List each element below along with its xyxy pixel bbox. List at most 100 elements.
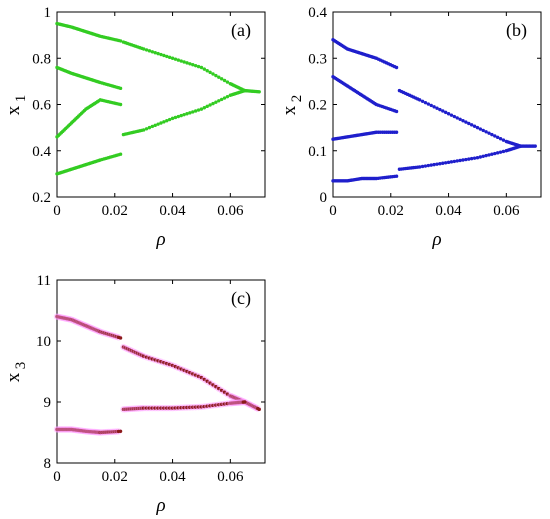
data-point (222, 96, 227, 100)
data-point (214, 73, 218, 78)
data-point (208, 381, 212, 385)
data-point (182, 405, 186, 410)
data-point (141, 354, 146, 358)
y-tick-label: 0 (320, 190, 328, 206)
data-point (182, 112, 186, 117)
data-point (182, 60, 186, 64)
data-point (533, 144, 537, 148)
panel-label: (c) (231, 288, 251, 309)
data-point (217, 99, 221, 103)
data-point (173, 115, 178, 120)
data-point (193, 63, 198, 68)
data-point (435, 106, 439, 110)
data-point (464, 157, 468, 162)
x-axis-label: ρ (431, 229, 441, 250)
data-point (156, 359, 160, 363)
data-point (443, 161, 448, 165)
data-point (170, 116, 175, 121)
y-tick-label: 8 (44, 456, 52, 472)
data-point (429, 163, 433, 167)
data-point (173, 364, 178, 369)
data-point (170, 363, 175, 368)
y-axis-label-main: x (279, 105, 300, 115)
data-point (211, 101, 215, 106)
data-point (458, 158, 462, 163)
y-tick-label: 10 (36, 334, 51, 350)
data-point (188, 405, 192, 410)
data-point (118, 336, 123, 340)
data-point (394, 65, 399, 70)
data-point (420, 164, 425, 169)
data-point (196, 64, 201, 69)
data-point (118, 39, 123, 43)
data-point (199, 107, 204, 111)
data-point (199, 375, 204, 380)
data-point (455, 159, 459, 163)
x-tick-label: 0.02 (102, 469, 128, 485)
data-point (455, 116, 459, 120)
data-point (165, 361, 169, 366)
data-point (472, 124, 477, 128)
data-point (449, 113, 454, 117)
data-point (426, 163, 431, 168)
y-axis-label-main: x (3, 372, 24, 382)
data-point (199, 65, 204, 70)
y-tick-label: 0.3 (308, 51, 327, 67)
data-point (141, 406, 146, 410)
data-point (211, 403, 215, 408)
data-point (222, 390, 227, 394)
data-point (176, 366, 181, 370)
data-point (165, 118, 169, 123)
data-point (167, 117, 172, 122)
data-point (423, 164, 428, 168)
data-points (331, 38, 537, 183)
data-point (205, 379, 209, 383)
x-tick-label: 0.02 (102, 203, 128, 219)
data-point (118, 429, 123, 433)
data-point (429, 103, 433, 108)
data-point (144, 127, 149, 131)
data-point (222, 402, 227, 406)
data-point (426, 102, 431, 106)
data-point (170, 56, 175, 60)
x-axis-label: ρ (155, 495, 165, 516)
data-point (475, 155, 480, 160)
data-point (196, 108, 201, 112)
x-tick-label: 0 (53, 203, 61, 219)
data-point (420, 99, 425, 103)
data-point (162, 360, 166, 365)
data-point (493, 151, 497, 156)
data-point (214, 100, 218, 104)
data-point (487, 153, 491, 157)
data-point (159, 360, 163, 364)
data-point (167, 362, 172, 367)
data-point (217, 402, 221, 407)
data-point (141, 128, 146, 132)
data-point (478, 155, 483, 159)
data-point (493, 134, 497, 138)
data-point (150, 406, 155, 410)
data-point (165, 406, 169, 410)
data-point (193, 373, 198, 377)
y-tick-label: 0.8 (32, 51, 51, 67)
data-point (205, 69, 209, 73)
data-point (394, 174, 399, 178)
x-tick-label: 0.06 (217, 203, 244, 219)
data-point (219, 77, 224, 81)
data-point (243, 400, 247, 404)
data-point (394, 130, 399, 134)
data-point (214, 403, 218, 407)
data-point (118, 86, 123, 91)
data-point (501, 138, 506, 142)
x-tick-label: 0 (329, 203, 337, 219)
data-point (446, 160, 451, 165)
data-point (498, 137, 503, 141)
data-point (205, 404, 209, 408)
x-tick-label: 0.06 (217, 469, 244, 485)
data-point (147, 356, 152, 360)
data-point (461, 118, 465, 123)
data-point (205, 104, 209, 109)
data-point (182, 368, 186, 372)
